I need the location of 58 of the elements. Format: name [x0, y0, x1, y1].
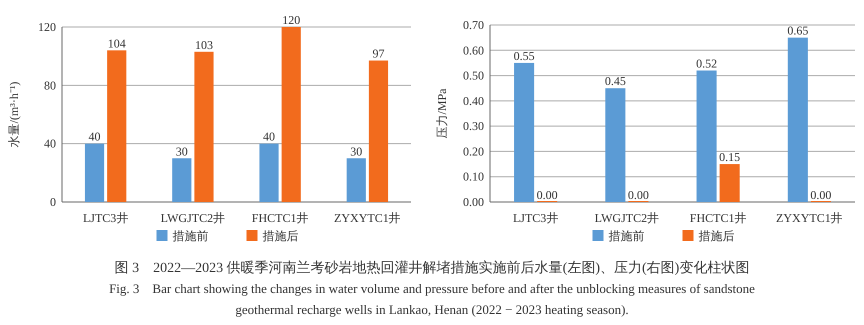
- bar: [172, 158, 192, 202]
- caption: Fig. 3 Bar chart showing the changes in water volume and pressure before and after the unblocking measures of sandstone: [109, 281, 756, 296]
- legend-label: 措施后: [698, 229, 734, 243]
- text: geothermal recharge wells in Lankao, Henan (2022 − 2023 heating season).: [235, 302, 629, 317]
- y-tick-label: 0.10: [463, 170, 484, 184]
- data-label: 0.55: [514, 48, 535, 63]
- y-tick-label: 0: [50, 195, 56, 209]
- y-tick-label: 0.40: [463, 94, 484, 108]
- bar: [346, 158, 366, 202]
- bar: [259, 144, 279, 202]
- caption: 图 3 2022—2023 供暖季河南兰考砂岩地热回灌井解堵措施实施前后水量(左图)、压力(右图)变化柱状图: [114, 260, 750, 276]
- y-tick-label: 0.20: [463, 144, 484, 158]
- legend-label: 措施前: [172, 229, 208, 243]
- x-tick-label: LWGJTC2井: [594, 211, 660, 225]
- y-tick-label: 0.70: [463, 18, 484, 32]
- y-tick-label: 80: [44, 78, 56, 92]
- bar: [282, 27, 301, 202]
- data-label: 0.45: [604, 74, 626, 88]
- legend-label: 措施前: [608, 229, 644, 243]
- bar: [605, 88, 626, 202]
- data-label: 120: [282, 13, 300, 27]
- x-tick-label: LJTC3井: [512, 211, 558, 225]
- x-tick-label: LJTC3井: [82, 211, 128, 225]
- y-tick-label: 0.60: [463, 43, 484, 58]
- data-label: 0.00: [810, 188, 832, 202]
- bar: [696, 70, 717, 202]
- x-tick-label: FHCTC1井: [690, 211, 746, 225]
- data-label: 30: [350, 144, 362, 158]
- data-label: 40: [88, 130, 101, 144]
- bar: [720, 164, 740, 202]
- y-tick-label: 40: [44, 136, 56, 151]
- y-tick-label: 0.50: [463, 68, 484, 83]
- bar: [84, 144, 104, 202]
- y-tick-label: 0.00: [463, 195, 484, 209]
- data-label: 104: [108, 36, 126, 50]
- x-tick-label: ZYXYTC1井: [334, 211, 401, 225]
- y-tick-label: 0.30: [463, 119, 484, 134]
- bar: [514, 62, 534, 202]
- x-tick-label: FHCTC1井: [252, 211, 308, 225]
- data-label: 30: [176, 144, 188, 158]
- data-label: 0.00: [536, 188, 558, 202]
- data-label: 40: [263, 130, 276, 144]
- x-tick-label: LWGJTC2井: [160, 211, 226, 225]
- data-label: 103: [194, 38, 213, 52]
- data-label: 0.52: [696, 56, 718, 71]
- data-label: 0.00: [628, 188, 649, 202]
- legend-label: 措施后: [262, 229, 298, 243]
- bar: [107, 50, 126, 202]
- data-label: 0.15: [719, 150, 740, 164]
- bar: [194, 52, 214, 202]
- y-axis-title: 压力/MPa: [435, 88, 449, 139]
- y-axis-title: 水量/(m³·h⁻¹): [7, 82, 21, 148]
- data-label: 0.65: [787, 24, 808, 38]
- data-label: 97: [372, 46, 384, 61]
- x-tick-label: ZYXYTC1井: [776, 211, 843, 225]
- bar: [368, 60, 388, 202]
- bar: [788, 38, 808, 202]
- y-tick-label: 120: [38, 20, 56, 34]
